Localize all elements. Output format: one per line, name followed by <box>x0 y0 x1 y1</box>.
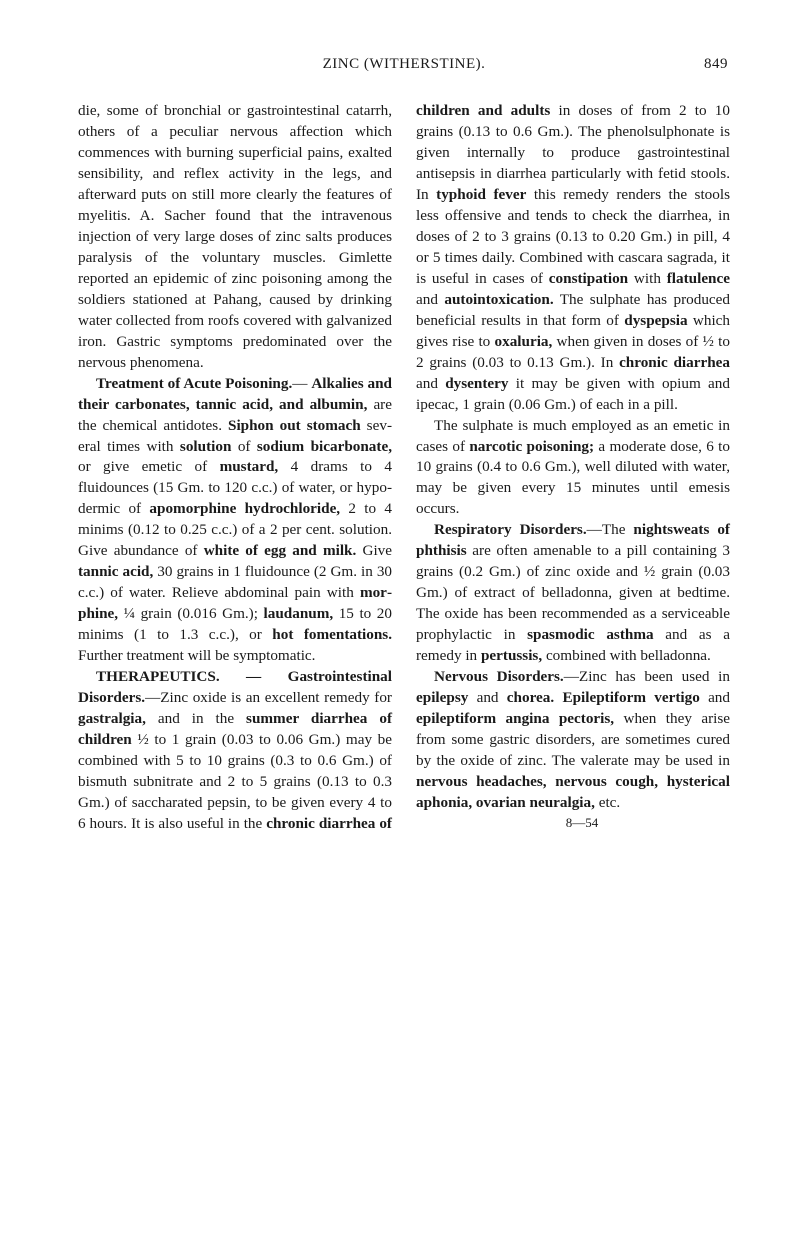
bold: dyspepsia <box>624 312 687 329</box>
paragraph-4: The sulphate is much employed as an emet… <box>416 416 730 521</box>
text: combined with bella­donna. <box>542 647 711 664</box>
bold: constipation <box>549 270 628 287</box>
bold: epileptiform angina pectoris, <box>416 710 614 727</box>
paragraph-1: die, some of bronchial or gastrointes­ti… <box>78 101 392 374</box>
page-number: 849 <box>688 56 728 73</box>
bold: tannic acid, <box>78 563 153 580</box>
signature-mark: 8—54 <box>416 814 730 832</box>
text: — <box>292 375 311 392</box>
body-columns: die, some of bronchial or gastrointes­ti… <box>78 101 730 835</box>
text: and <box>416 291 444 308</box>
bold: flatulence <box>667 270 730 287</box>
text: —Zinc has been used in <box>564 668 730 685</box>
bold: auto­intoxication. <box>444 291 553 308</box>
bold: Epilep­tiform vertigo <box>562 689 699 706</box>
bold: mus­tard, <box>220 458 279 475</box>
bold: sodium bicarbonate, <box>257 438 392 455</box>
run-head-treatment: Treatment of Acute Poisoning. <box>96 375 292 392</box>
running-title: ZINC (WITHERSTINE). <box>120 56 688 73</box>
run-head-respiratory: Respiratory Disorders. <box>434 521 587 538</box>
bold: chronic diarrhea <box>619 354 730 371</box>
bold: narcotic poison­ing; <box>469 438 594 455</box>
text: and <box>416 375 445 392</box>
bold: nervous headaches, nervous cough, hyster… <box>416 773 730 811</box>
text: and <box>700 689 730 706</box>
paragraph-5: Respiratory Disorders.—The night­sweats … <box>416 520 730 667</box>
bold: typhoid fever <box>436 186 526 203</box>
bold: hot fomentations. <box>272 626 392 643</box>
bold: pertussis, <box>481 647 542 664</box>
bold: chorea. <box>507 689 554 706</box>
bold: apomorphine hydrochlo­ride, <box>149 500 340 517</box>
paragraph-2: Treatment of Acute Poisoning.— Alkalies … <box>78 374 392 668</box>
bold: epilepsy <box>416 689 468 706</box>
bold: solution <box>180 438 232 455</box>
run-head-nervous: Nervous Disorders. <box>434 668 564 685</box>
bold: oxaluria, <box>495 333 553 350</box>
text: —The <box>587 521 634 538</box>
text: die, some of bronchial or gastrointes­ti… <box>78 102 392 371</box>
bold: Siphon out stomach <box>228 417 361 434</box>
text: Give <box>356 542 392 559</box>
text: with <box>628 270 667 287</box>
text: and <box>468 689 506 706</box>
bold: spasmodic asthma <box>527 626 653 643</box>
text: —Zinc oxide is an excellent remedy for <box>145 689 392 706</box>
text: etc. <box>595 794 620 811</box>
text: and in the <box>146 710 246 727</box>
paragraph-6: Nervous Disorders.—Zinc has been used in… <box>416 667 730 814</box>
bold: white of egg and milk. <box>204 542 357 559</box>
text: ¼ grain (0.016 Gm.); <box>118 605 263 622</box>
text: or give emetic of <box>78 458 220 475</box>
page: ZINC (WITHERSTINE). 849 die, some of bro… <box>0 0 800 1247</box>
running-head: ZINC (WITHERSTINE). 849 <box>78 56 730 73</box>
bold: laud­anum, <box>264 605 334 622</box>
bold: gastralgia, <box>78 710 146 727</box>
text: Further treat­ment will be symptomatic. <box>78 647 315 664</box>
bold: dysentery <box>445 375 508 392</box>
text: of <box>231 438 256 455</box>
